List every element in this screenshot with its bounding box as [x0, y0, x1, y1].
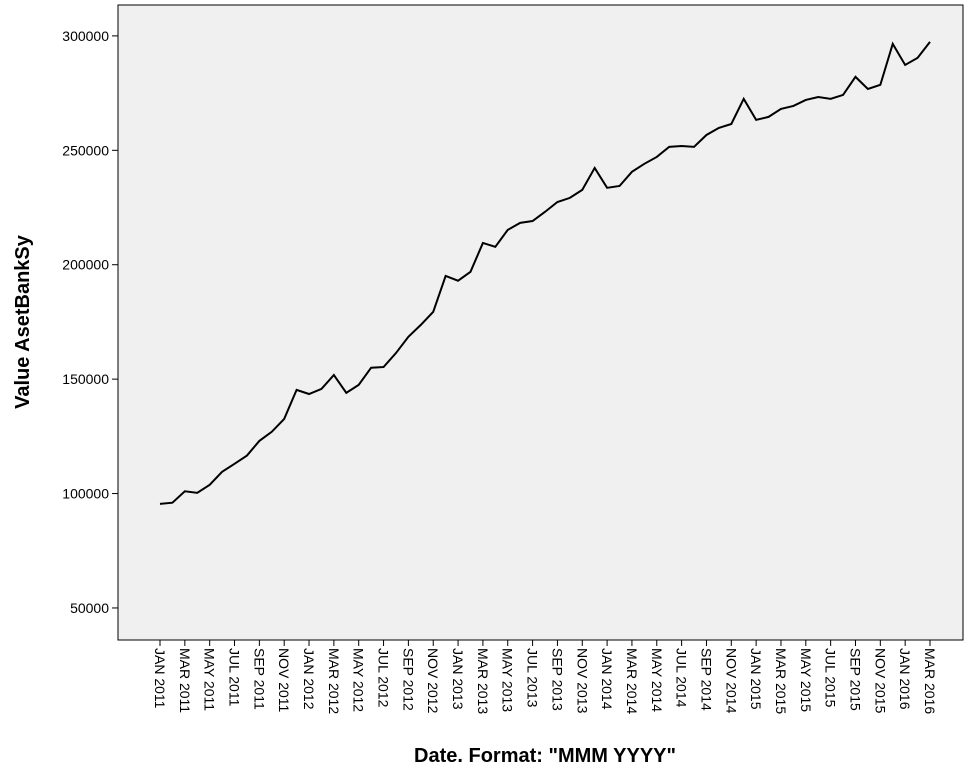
x-tick-label: MAY 2015 — [798, 648, 814, 712]
y-tick-label: 50000 — [70, 600, 109, 616]
x-tick-label: JAN 2011 — [152, 648, 168, 709]
x-tick-label: JUL 2014 — [674, 648, 690, 708]
x-tick-label: MAY 2012 — [351, 648, 367, 712]
x-tick-label: JAN 2013 — [450, 648, 466, 710]
x-tick-label: MAR 2014 — [624, 648, 640, 714]
x-tick-label: JUL 2013 — [525, 648, 541, 708]
x-tick-label: MAY 2014 — [649, 648, 665, 712]
x-tick-label: MAR 2012 — [326, 648, 342, 714]
x-tick-label: SEP 2015 — [847, 648, 863, 711]
x-tick-label: MAY 2013 — [500, 648, 516, 712]
y-tick-label: 300000 — [62, 28, 109, 44]
x-tick-label: NOV 2012 — [425, 648, 441, 714]
x-tick-label: MAR 2015 — [773, 648, 789, 714]
x-tick-label: JAN 2016 — [897, 648, 913, 710]
x-tick-label: JAN 2014 — [599, 648, 615, 710]
y-axis-title: Value AsetBankSy — [12, 234, 34, 409]
x-tick-label: MAR 2016 — [922, 648, 938, 714]
y-tick-label: 200000 — [62, 257, 109, 273]
x-tick-label: MAR 2011 — [177, 648, 193, 713]
x-tick-label: JUL 2012 — [376, 648, 392, 708]
x-tick-label: JAN 2012 — [301, 648, 317, 710]
y-tick-label: 250000 — [62, 142, 109, 158]
x-tick-label: SEP 2011 — [251, 648, 267, 710]
x-tick-label: SEP 2013 — [549, 648, 565, 711]
x-tick-label: JUL 2011 — [227, 648, 243, 707]
y-tick-label: 100000 — [62, 486, 109, 502]
x-tick-label: NOV 2015 — [872, 648, 888, 714]
x-tick-label: NOV 2014 — [723, 648, 739, 714]
x-tick-label: NOV 2011 — [276, 648, 292, 713]
x-tick-label: JAN 2015 — [748, 648, 764, 710]
plot-area — [117, 4, 964, 641]
x-tick-label: SEP 2014 — [698, 648, 714, 711]
x-tick-label: NOV 2013 — [574, 648, 590, 714]
x-tick-label: MAR 2013 — [475, 648, 491, 714]
data-line — [159, 41, 931, 505]
x-tick-label: JUL 2015 — [823, 648, 839, 708]
x-tick-label: MAY 2011 — [202, 648, 218, 711]
x-axis-title: Date. Format: "MMM YYYY" — [414, 745, 676, 767]
x-tick-label: SEP 2012 — [400, 648, 416, 711]
y-tick-label: 150000 — [62, 371, 109, 387]
